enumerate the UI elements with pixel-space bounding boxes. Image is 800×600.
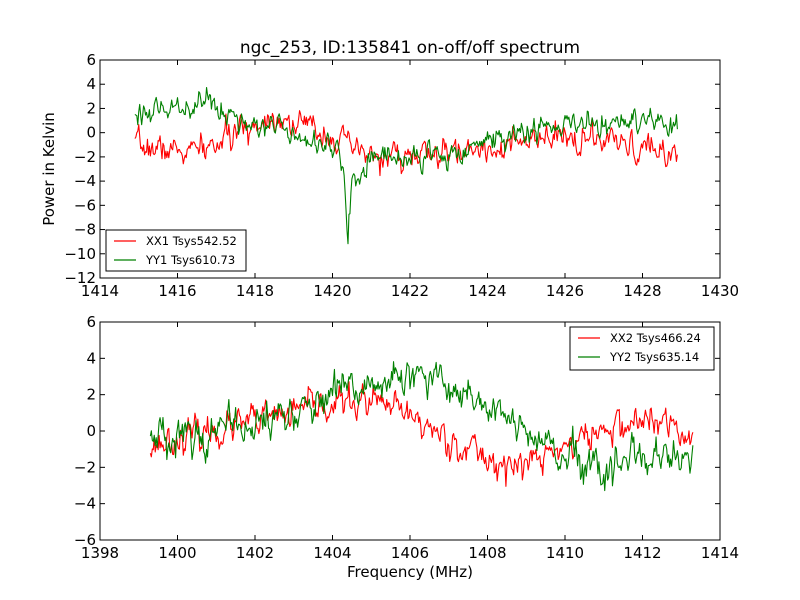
x-tick-label: 1416 (158, 282, 196, 300)
x-tick-label: 1428 (623, 282, 661, 300)
x-tick-label: 1414 (81, 282, 119, 300)
x-tick-label: 1402 (236, 544, 274, 562)
series-line-upper-1 (134, 110, 678, 177)
y-tick-label: 6 (86, 313, 96, 331)
x-tick-label: 1400 (158, 544, 196, 562)
x-tick-label: 1410 (546, 544, 584, 562)
y-tick-label: 6 (86, 51, 96, 69)
y-tick-label: −6 (74, 196, 96, 214)
legend-entry-label: XX2 Tsys466.24 (610, 331, 701, 345)
x-tick-label: 1408 (468, 544, 506, 562)
x-tick-label: 1412 (623, 544, 661, 562)
y-tick-label: −4 (74, 495, 96, 513)
legend-box (569, 326, 715, 371)
y-tick-label: −2 (74, 458, 96, 476)
y-tick-label: 0 (86, 422, 96, 440)
plot-title: ngc_253, ID:135841 on-off/off spectrum (240, 38, 580, 58)
y-tick-label: 2 (86, 99, 96, 117)
series-line-lower-1 (149, 381, 694, 487)
legend-entry-label: YY2 Tsys635.14 (609, 350, 699, 364)
y-tick-label: 4 (86, 75, 96, 93)
x-tick-label: 1430 (701, 282, 739, 300)
upper-panel: 1414 1416 1418 1420 1422 1424 1426 1428 1430 −12 −… (64, 51, 739, 300)
x-tick-label: 1418 (236, 282, 274, 300)
y-tick-label: 4 (86, 349, 96, 367)
x-tick-label: 1422 (391, 282, 429, 300)
series-line-upper-2 (134, 86, 678, 245)
y-tick-label: −4 (74, 172, 96, 190)
y-tick-label: 2 (86, 386, 96, 404)
x-tick-label: 1426 (546, 282, 584, 300)
x-tick-label: 1398 (81, 544, 119, 562)
y-tick-label: −2 (74, 148, 96, 166)
legend-entry-label: XX1 Tsys542.52 (146, 234, 237, 248)
legend-box (105, 229, 247, 272)
series-line-lower-2 (149, 361, 694, 492)
y-axis-label: Power in Kelvin (40, 112, 58, 226)
x-tick-label: 1406 (391, 544, 429, 562)
legend: XX2 Tsys466.24 YY2 Tsys635.14 (569, 326, 715, 371)
x-axis-label: Frequency (MHz) (347, 563, 473, 581)
legend-entry-label: YY1 Tsys610.73 (145, 253, 235, 267)
y-tick-label: 0 (86, 124, 96, 142)
y-tick-label: −8 (74, 221, 96, 239)
x-tick-label: 1420 (313, 282, 351, 300)
x-tick-label: 1414 (701, 544, 739, 562)
legend: XX1 Tsys542.52 YY1 Tsys610.73 (105, 229, 247, 272)
x-tick-label: 1404 (313, 544, 351, 562)
y-tick-label: −12 (64, 269, 96, 287)
y-tick-label: −6 (74, 531, 96, 549)
x-tick-label: 1424 (468, 282, 506, 300)
lower-panel: 1398 1400 1402 1404 1406 1408 1410 1412 1414 −6 −4… (74, 313, 739, 562)
y-tick-label: −10 (64, 245, 96, 263)
